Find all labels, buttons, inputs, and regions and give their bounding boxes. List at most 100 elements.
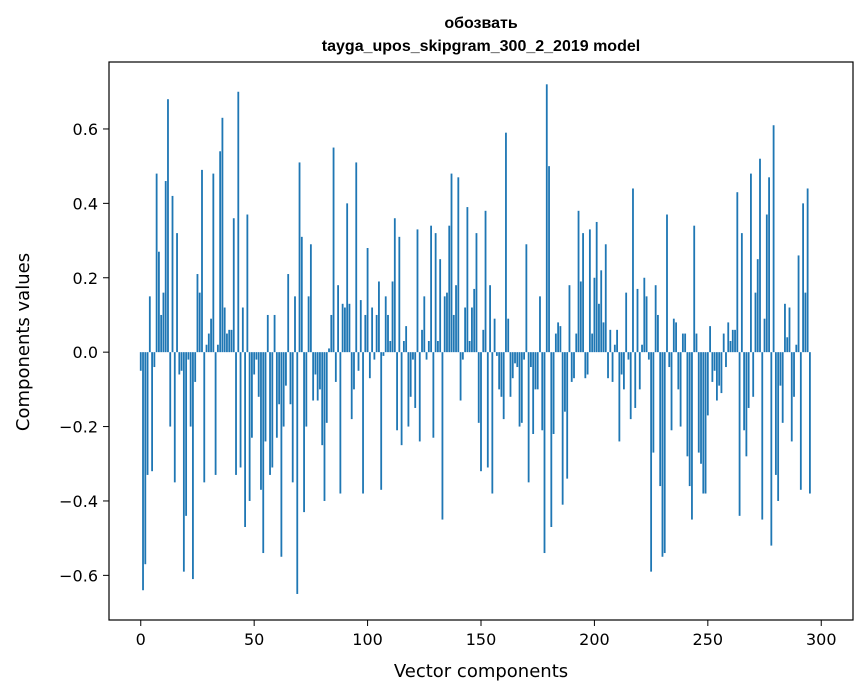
bar-251 — [709, 326, 711, 353]
bar-248 — [702, 352, 705, 494]
bar-4 — [148, 296, 151, 353]
bar-202 — [598, 303, 600, 353]
bar-243 — [691, 352, 693, 520]
bar-24 — [194, 352, 197, 382]
bar-42 — [235, 352, 237, 475]
plot-area: 0 50 100 150 200 250 300 −0.6 −0.4 −0.2 0.0 0.2 0.4… — [59, 61, 854, 649]
bar-263 — [736, 192, 739, 353]
bar-106 — [380, 352, 383, 490]
bar-70 — [298, 162, 301, 353]
bar-284 — [784, 303, 786, 353]
bar-229 — [659, 352, 662, 487]
bar-45 — [241, 307, 244, 353]
bar-270 — [752, 352, 755, 397]
bar-159 — [500, 352, 503, 397]
bar-188 — [566, 352, 569, 479]
bar-58 — [271, 352, 274, 468]
bar-147 — [473, 288, 476, 353]
bar-233 — [668, 352, 671, 368]
bar-279 — [772, 125, 775, 353]
bar-195 — [582, 233, 584, 353]
bar-291 — [799, 352, 802, 490]
bar-197 — [586, 352, 589, 375]
bar-259 — [727, 322, 730, 353]
bar-23 — [192, 352, 194, 580]
bar-222 — [643, 277, 646, 353]
bar-246 — [697, 352, 700, 453]
bar-290 — [797, 255, 800, 353]
bar-63 — [282, 352, 285, 427]
bar-285 — [786, 337, 789, 353]
bar-62 — [280, 352, 283, 557]
bar-134 — [443, 296, 446, 353]
bar-268 — [747, 352, 750, 408]
bar-25 — [196, 274, 199, 353]
bar-99 — [364, 314, 367, 353]
bar-10 — [162, 292, 165, 353]
bar-110 — [389, 341, 392, 353]
bar-100 — [366, 248, 369, 353]
bar-9 — [160, 314, 163, 353]
bar-121 — [414, 352, 417, 408]
bar-117 — [405, 326, 408, 353]
bar-102 — [371, 307, 374, 353]
bar-60 — [275, 352, 278, 438]
bar-26 — [198, 292, 201, 353]
bar-228 — [657, 314, 659, 353]
x-tick-label: 0 — [136, 630, 146, 649]
bar-5 — [151, 352, 153, 472]
bar-177 — [541, 352, 544, 431]
bar-196 — [584, 352, 587, 379]
bar-257 — [722, 333, 725, 353]
bar-182 — [552, 352, 555, 434]
bar-192 — [575, 333, 578, 353]
bar-207 — [609, 329, 612, 353]
bar-175 — [536, 352, 539, 390]
bar-6 — [153, 352, 156, 368]
bar-179 — [545, 84, 548, 353]
bar-16 — [176, 233, 178, 353]
bar-33 — [214, 352, 217, 475]
bar-280 — [774, 352, 777, 475]
bar-36 — [221, 117, 224, 353]
bar-255 — [718, 352, 721, 386]
bar-164 — [511, 352, 514, 379]
bar-72 — [303, 352, 305, 513]
bar-265 — [740, 233, 743, 353]
bar-258 — [725, 352, 727, 368]
bar-295 — [809, 352, 811, 494]
bar-90 — [344, 307, 346, 353]
bar-216 — [629, 352, 632, 420]
bar-252 — [711, 352, 714, 382]
bar-241 — [686, 352, 689, 457]
bar-224 — [647, 352, 650, 360]
bar-59 — [273, 314, 276, 353]
bar-144 — [466, 207, 469, 353]
bar-266 — [743, 352, 746, 431]
bar-269 — [750, 173, 752, 353]
bar-247 — [700, 352, 702, 464]
x-tick-label: 250 — [693, 630, 724, 649]
bar-145 — [468, 341, 471, 353]
bar-277 — [768, 177, 770, 353]
bar-2 — [144, 352, 147, 565]
bar-214 — [625, 292, 628, 353]
bar-30 — [207, 333, 210, 353]
bar-52 — [257, 352, 260, 397]
bar-38 — [226, 333, 228, 353]
bar-204 — [602, 322, 605, 353]
bar-230 — [661, 352, 664, 557]
bar-249 — [704, 352, 707, 494]
x-tick-label: 100 — [352, 630, 383, 649]
bar-112 — [393, 218, 396, 353]
bar-213 — [623, 352, 625, 390]
bar-73 — [305, 352, 308, 427]
x-tick-label: 50 — [244, 630, 264, 649]
bar-64 — [285, 352, 287, 386]
bar-86 — [334, 352, 337, 382]
bar-227 — [654, 285, 657, 353]
bar-1 — [142, 352, 144, 591]
bar-203 — [600, 270, 603, 353]
bar-136 — [448, 225, 451, 353]
bars-group — [139, 84, 811, 594]
